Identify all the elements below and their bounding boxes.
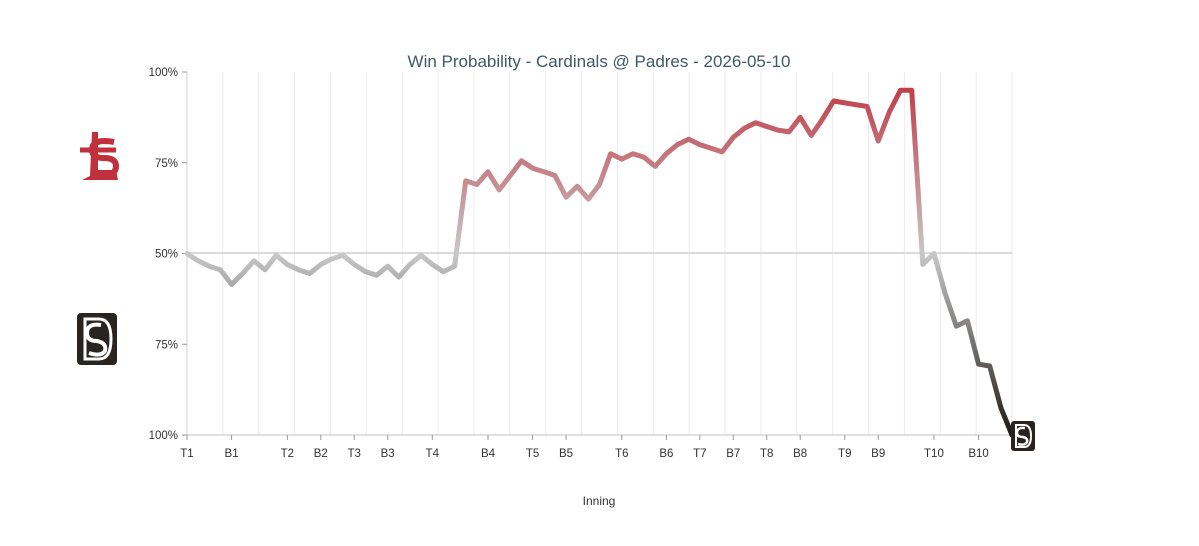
- x-tick-label: B1: [225, 448, 239, 460]
- padres-end-logo: [1011, 421, 1035, 451]
- y-tick-label: 75%: [155, 158, 178, 170]
- x-tick-label: T5: [526, 448, 539, 460]
- chart-title: Win Probability - Cardinals @ Padres - 2…: [408, 52, 791, 71]
- padres-sd-logo: [77, 313, 117, 365]
- x-axis-ticks: T1 B1 T2 B2 T3 B3 T4 B4 T5 B5 T6 B6 T7 B7 T8 B8 T9 B9 T10 B…: [180, 435, 989, 460]
- y-tick-label: 100%: [149, 67, 178, 79]
- x-tick-label: T4: [426, 448, 440, 460]
- x-tick-label: B7: [726, 448, 740, 460]
- x-axis-title: Inning: [583, 494, 616, 508]
- x-tick-label: B3: [381, 448, 395, 460]
- x-tick-label: T2: [281, 448, 294, 460]
- x-tick-label: B10: [968, 448, 988, 460]
- x-tick-label: B9: [871, 448, 885, 460]
- x-tick-label: T3: [348, 448, 361, 460]
- x-tick-label: B4: [481, 448, 496, 460]
- x-tick-label: T7: [693, 448, 706, 460]
- y-tick-label: 75%: [155, 339, 178, 351]
- y-tick-label: 100%: [149, 430, 178, 442]
- x-tick-label: B6: [659, 448, 673, 460]
- x-tick-label: T9: [838, 448, 851, 460]
- x-tick-label: B8: [793, 448, 807, 460]
- y-axis-ticks: 100% 75% 50% 75% 100%: [149, 67, 187, 442]
- cardinals-stl-logo: [80, 132, 120, 180]
- x-tick-label: B5: [559, 448, 573, 460]
- y-tick-label: 50%: [155, 249, 178, 261]
- win-probability-line: [184, 87, 1015, 438]
- x-tick-label: T6: [615, 448, 628, 460]
- x-tick-label: T10: [924, 448, 944, 460]
- x-tick-label: T8: [760, 448, 773, 460]
- x-tick-label: B2: [314, 448, 328, 460]
- x-tick-label: T1: [180, 448, 193, 460]
